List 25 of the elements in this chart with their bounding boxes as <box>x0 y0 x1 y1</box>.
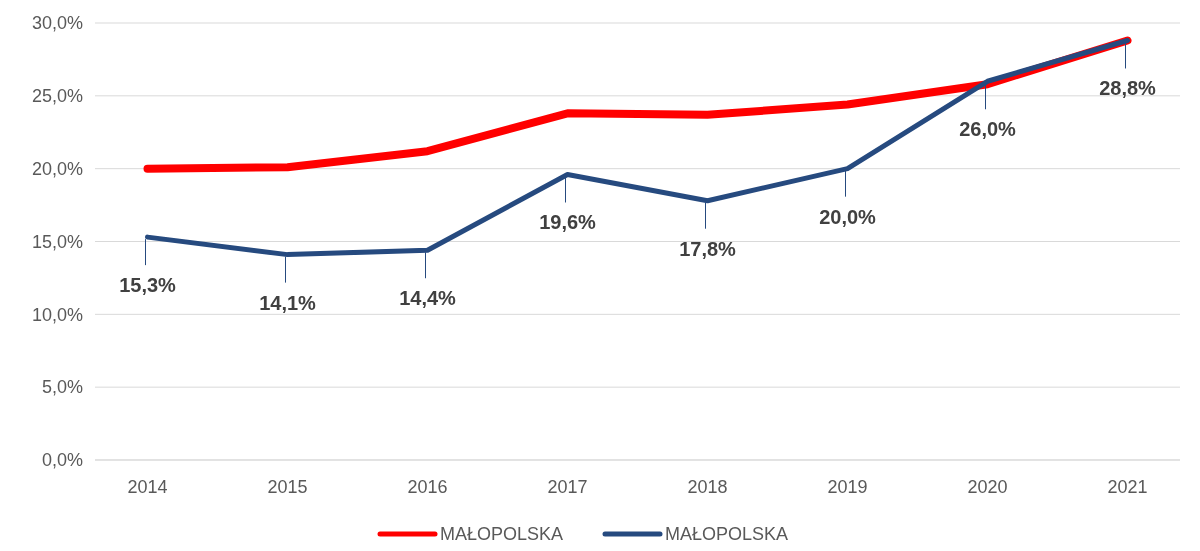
x-tick-label: 2016 <box>407 477 448 497</box>
y-tick-label: 20,0% <box>31 158 83 179</box>
x-tick-label: 2021 <box>1107 477 1148 497</box>
y-tick-label: 10,0% <box>31 304 83 325</box>
legend-label: MAŁOPOLSKA <box>665 524 789 544</box>
x-tick-label: 2015 <box>267 477 308 497</box>
x-tick-label: 2014 <box>127 477 168 497</box>
data-label: 20,0% <box>819 205 877 228</box>
x-tick-label: 2017 <box>547 477 588 497</box>
x-tick-label: 2018 <box>687 477 728 497</box>
y-tick-label: 0,0% <box>41 450 83 471</box>
data-label: 14,4% <box>399 287 457 310</box>
data-label: 17,8% <box>679 237 737 260</box>
data-label: 14,1% <box>259 291 317 314</box>
data-label: 28,8% <box>1099 77 1157 100</box>
data-label: 19,6% <box>539 211 597 234</box>
y-tick-label: 15,0% <box>31 231 83 252</box>
y-tick-label: 25,0% <box>31 86 83 107</box>
data-label: 26,0% <box>959 118 1017 141</box>
data-label: 15,3% <box>119 274 177 297</box>
x-tick-label: 2020 <box>967 477 1008 497</box>
y-tick-label: 5,0% <box>41 377 83 398</box>
legend-label: MAŁOPOLSKA <box>440 524 564 544</box>
y-tick-label: 30,0% <box>31 13 83 34</box>
x-tick-label: 2019 <box>827 477 868 497</box>
